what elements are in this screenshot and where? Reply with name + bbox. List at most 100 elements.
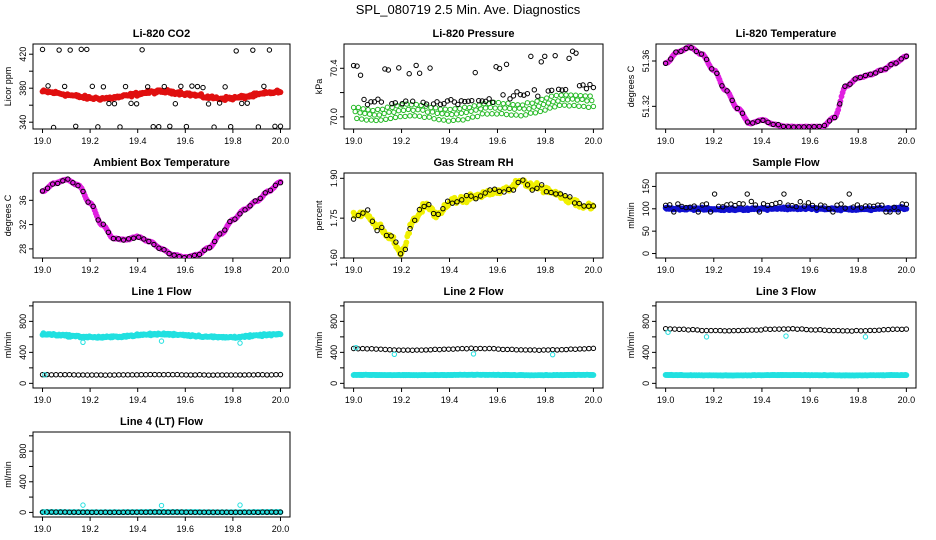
data-point [667,202,673,208]
data-point [523,112,529,118]
data-point [196,372,203,378]
data-point [505,100,511,106]
data-point [442,106,449,112]
data-point [552,104,558,110]
data-point [423,347,429,353]
data-point [524,100,531,106]
data-point [189,83,195,89]
chart-panel-10: Line 4 (LT) Flow 19.0 19.2 19.4 19.6 19.8 20.0… [3,416,291,534]
series-2 [662,325,910,334]
data-point [361,96,367,103]
data-point [237,372,243,378]
data-point [531,87,538,93]
x-tick-label: 19.4 [753,395,771,405]
chart-panel-4: Ambient Box Temperature 19.0 19.2 19.4 19.6 1… [3,157,291,275]
data-point [767,326,773,333]
data-point [455,101,461,108]
data-point [366,111,373,117]
data-point [241,372,248,378]
data-point [500,92,506,98]
data-point [459,345,465,352]
chart-panel-1: Li-820 CO2 19.0 19.2 19.4 19.6 19.8 20.0 340 380… [3,28,291,146]
x-tick-label: 19.2 [81,524,99,534]
data-point [548,189,554,196]
data-point [98,372,104,378]
data-point [903,372,910,379]
x-tick-label: 19.8 [224,136,242,146]
data-point [138,372,144,378]
data-point [392,100,398,106]
data-point [582,93,589,99]
chart-title: Ambient Box Temperature [93,157,230,169]
data-point [473,196,479,202]
data-point [559,347,565,353]
chart-panel-5: Gas Stream RH 19.0 19.2 19.4 19.6 19.8 20.0 1.6… [314,157,604,275]
data-point [412,217,418,223]
chart-title: Li-820 CO2 [133,28,190,40]
data-point [695,209,701,215]
data-point [872,70,879,76]
data-point [854,202,861,208]
data-point [426,201,432,208]
data-point [454,199,460,205]
data-point [673,49,679,55]
data-point [894,326,900,332]
data-point [489,111,495,117]
data-point [668,56,674,62]
x-tick-label: 20.0 [272,136,290,146]
data-point [357,72,364,78]
data-point [555,86,562,93]
data-point [801,203,808,209]
data-point [378,346,384,352]
series-1 [350,371,597,379]
data-point [364,346,370,352]
data-point [50,124,57,129]
data-point [449,200,456,206]
data-point [80,188,86,195]
data-point [781,326,787,332]
data-point [457,106,463,112]
data-point [796,124,802,129]
data-point [694,327,701,333]
data-point [354,63,360,69]
data-point [744,327,751,333]
plot-area [350,48,597,124]
data-point [794,326,801,332]
data-point [536,347,542,353]
data-point [563,346,569,353]
data-point [239,100,245,107]
data-point [432,346,438,353]
x-tick-label: 19.4 [753,265,771,275]
data-point [801,124,807,129]
data-point [427,347,434,353]
data-point [857,74,863,81]
data-point [277,123,284,129]
data-point [436,346,443,353]
data-point [707,209,714,215]
x-tick-label: 19.4 [129,524,147,534]
data-point [665,329,671,335]
data-point [556,102,563,109]
data-point [468,193,474,199]
x-tick-label: 20.0 [898,395,916,405]
y-tick-label: 0 [329,381,339,386]
data-point [479,111,486,117]
data-point [167,123,173,129]
x-tick-label: 20.0 [898,265,916,275]
data-point [812,327,819,333]
data-point [797,199,803,205]
data-point [426,114,432,120]
data-point [454,346,461,352]
data-point [590,103,597,110]
data-point [724,88,730,94]
data-point [106,100,112,107]
y-tick-label: 0 [641,381,651,386]
data-point [427,65,433,71]
plot-area [350,177,597,258]
x-tick-label: 19.8 [849,265,867,275]
data-point [826,205,832,212]
data-point [816,123,822,129]
data-point [576,200,583,207]
data-point [494,111,500,117]
